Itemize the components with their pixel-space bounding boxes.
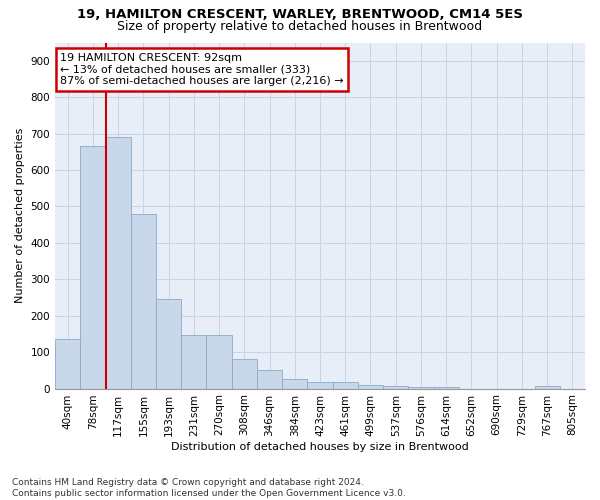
Bar bbox=[106, 137, 131, 388]
Text: Size of property relative to detached houses in Brentwood: Size of property relative to detached ho… bbox=[118, 20, 482, 33]
Bar bbox=[332, 382, 358, 388]
Bar bbox=[206, 334, 232, 388]
X-axis label: Distribution of detached houses by size in Brentwood: Distribution of detached houses by size … bbox=[171, 442, 469, 452]
Bar bbox=[409, 386, 434, 388]
Bar bbox=[383, 386, 409, 388]
Bar bbox=[282, 380, 307, 388]
Bar bbox=[434, 386, 459, 388]
Bar bbox=[535, 386, 560, 388]
Bar bbox=[80, 146, 106, 388]
Bar bbox=[156, 300, 181, 388]
Bar bbox=[131, 214, 156, 388]
Text: Contains HM Land Registry data © Crown copyright and database right 2024.
Contai: Contains HM Land Registry data © Crown c… bbox=[12, 478, 406, 498]
Bar bbox=[55, 340, 80, 388]
Text: 19 HAMILTON CRESCENT: 92sqm
← 13% of detached houses are smaller (333)
87% of se: 19 HAMILTON CRESCENT: 92sqm ← 13% of det… bbox=[61, 53, 344, 86]
Bar bbox=[232, 358, 257, 388]
Y-axis label: Number of detached properties: Number of detached properties bbox=[15, 128, 25, 303]
Text: 19, HAMILTON CRESCENT, WARLEY, BRENTWOOD, CM14 5ES: 19, HAMILTON CRESCENT, WARLEY, BRENTWOOD… bbox=[77, 8, 523, 20]
Bar bbox=[181, 334, 206, 388]
Bar bbox=[257, 370, 282, 388]
Bar bbox=[358, 385, 383, 388]
Bar bbox=[307, 382, 332, 388]
